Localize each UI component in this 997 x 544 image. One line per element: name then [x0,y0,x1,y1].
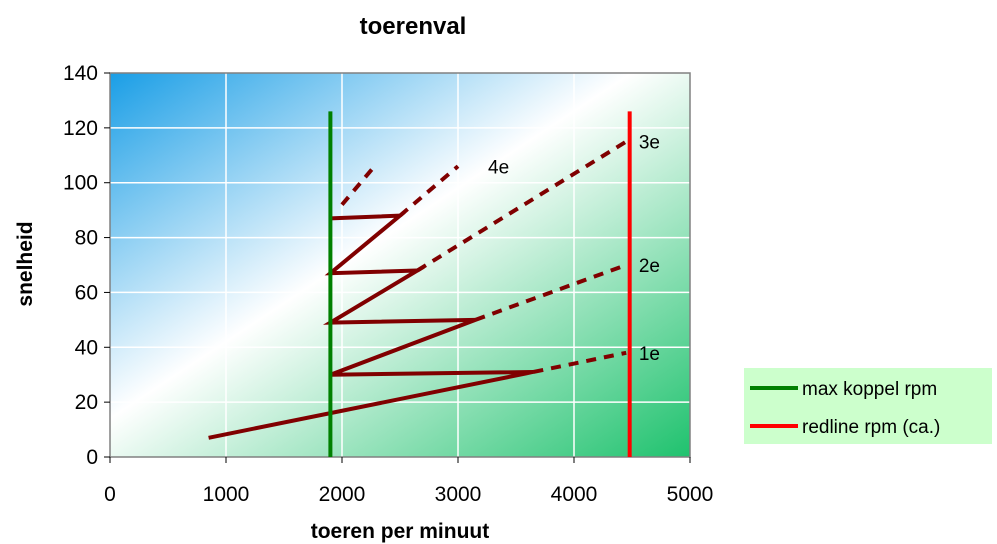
gear-label: 3e [639,133,660,154]
gear-extension-line [416,139,628,273]
y-tick-label: 60 [75,281,98,304]
gear-extension-line [398,164,460,218]
legend-label: max koppel rpm [802,379,937,400]
gear-label: 4e [488,157,509,178]
y-tick-label: 0 [86,446,98,469]
x-tick-label: 4000 [551,483,598,506]
legend-label: redline rpm (ca.) [802,417,940,438]
y-tick-label: 80 [75,227,98,250]
x-axis-label: toeren per minuut [311,520,490,543]
gear-extension-line [474,263,627,322]
y-tick-label: 120 [63,117,98,140]
y-tick-label: 40 [75,336,98,359]
x-tick-label: 2000 [319,483,366,506]
gear-extension-line [532,350,627,374]
chart-title: toerenval [360,13,467,40]
x-tick-label: 3000 [435,483,482,506]
gear-label: 1e [639,344,660,365]
x-tick-label: 0 [104,483,116,506]
x-tick-label: 1000 [203,483,250,506]
y-tick-label: 140 [63,62,98,85]
y-axis-label: snelheid [14,221,37,306]
y-tick-label: 100 [63,172,98,195]
legend-box [744,368,992,444]
x-tick-label: 5000 [667,483,714,506]
y-tick-label: 20 [75,391,98,414]
gear-extension-line [340,162,379,206]
plot-area: 0 20 40 60 80 100 120 140 0 1000 2000 3000 4000 5000 1… [63,62,713,506]
gear-label: 2e [639,256,660,277]
legend: max koppel rpm redline rpm (ca.) [744,368,992,444]
plot-border [109,72,691,458]
plot-background [110,73,690,457]
